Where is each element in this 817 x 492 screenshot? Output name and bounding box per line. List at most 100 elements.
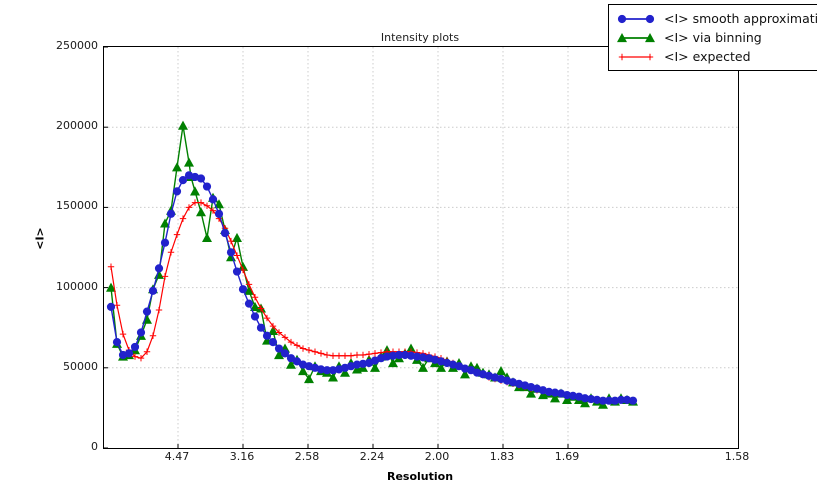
data-point-marker	[131, 353, 139, 360]
data-point-marker	[232, 232, 242, 242]
legend-item-1[interactable]: <I> smooth approximation	[615, 9, 817, 28]
data-point-marker	[274, 344, 284, 353]
legend-label: <I> smooth approximation	[664, 10, 817, 26]
series-1	[106, 171, 638, 405]
x-axis-title: Resolution	[386, 470, 454, 483]
y-axis-tick-label: 250000	[56, 39, 98, 52]
data-point-marker	[148, 286, 158, 295]
data-point-marker	[526, 388, 536, 398]
data-point-marker	[263, 314, 271, 322]
x-axis-tick-label: 1.83	[489, 450, 515, 463]
data-point-marker	[329, 352, 337, 359]
data-point-marker	[233, 252, 241, 259]
data-point-marker	[358, 359, 368, 368]
x-axis-tick-label: 2.58	[294, 450, 320, 463]
data-point-marker	[281, 334, 289, 341]
data-point-marker	[184, 157, 194, 167]
data-point-marker	[149, 332, 157, 339]
data-point-marker	[371, 350, 379, 357]
data-point-marker	[617, 32, 627, 42]
legend-swatch-triangle-icon	[615, 30, 657, 46]
data-point-marker	[604, 396, 614, 405]
data-point-marker	[305, 346, 313, 354]
data-point-marker	[388, 357, 398, 368]
x-axis-tick-label: 2.24	[359, 450, 385, 463]
data-point-marker	[328, 372, 338, 382]
y-axis-tick-label: 50000	[63, 359, 98, 373]
chart-title: Intensity plots	[380, 31, 460, 44]
data-point-marker	[178, 176, 188, 185]
data-point-marker	[293, 342, 301, 349]
data-point-marker	[274, 349, 284, 360]
data-point-marker	[382, 352, 392, 361]
data-point-marker	[645, 14, 655, 23]
data-point-marker	[286, 359, 296, 369]
data-point-marker	[179, 215, 187, 222]
data-point-marker	[298, 366, 308, 376]
data-point-marker	[275, 329, 283, 336]
data-point-marker	[544, 387, 554, 396]
data-point-marker	[119, 330, 127, 338]
data-point-marker	[256, 323, 266, 332]
data-point-marker	[262, 331, 272, 340]
data-point-marker	[178, 120, 188, 130]
data-point-marker	[227, 237, 235, 245]
data-point-marker	[173, 231, 181, 238]
data-point-marker	[106, 282, 116, 292]
y-axis-tick-label: 200000	[56, 119, 98, 133]
data-point-marker	[113, 302, 121, 309]
legend-swatch-circle-icon	[615, 11, 657, 27]
data-point-marker	[562, 394, 572, 404]
data-point-marker	[394, 350, 404, 360]
x-axis-tick-label: 3.16	[229, 450, 255, 463]
x-axis-tick-label: 2.00	[424, 450, 450, 463]
data-point-marker	[436, 362, 446, 372]
data-point-marker	[202, 232, 212, 242]
data-point-marker	[172, 162, 182, 172]
data-point-marker	[238, 285, 248, 294]
data-point-marker	[191, 199, 199, 206]
data-point-marker	[226, 248, 236, 257]
y-axis-tick-label: 0	[91, 440, 98, 453]
data-point-marker	[208, 195, 218, 204]
data-point-marker	[628, 396, 638, 405]
series-3	[107, 199, 637, 404]
data-point-marker	[232, 267, 242, 276]
data-point-marker	[616, 395, 626, 404]
legend-item-3[interactable]: <I> expected	[615, 47, 817, 66]
data-point-marker	[317, 350, 325, 357]
legend-item-2[interactable]: <I> via binning	[615, 28, 817, 47]
legend-label: <I> via binning	[664, 29, 762, 45]
data-point-marker	[268, 325, 278, 336]
data-point-marker	[359, 351, 367, 359]
data-point-marker	[244, 299, 254, 308]
data-point-marker	[245, 281, 253, 288]
x-axis-tick-label: 4.47	[164, 450, 190, 463]
data-point-marker	[197, 199, 205, 206]
data-point-marker	[155, 306, 163, 314]
data-point-marker	[341, 352, 349, 359]
data-point-marker	[335, 352, 343, 359]
data-point-marker	[238, 261, 248, 271]
data-point-marker	[143, 348, 151, 355]
data-point-marker	[598, 396, 608, 405]
y-axis-tick-label: 100000	[56, 279, 98, 293]
data-point-marker	[251, 294, 259, 301]
data-point-marker	[586, 394, 596, 404]
data-point-marker	[250, 301, 260, 311]
plot-area	[103, 46, 739, 449]
data-point-marker	[323, 351, 331, 359]
data-point-marker	[106, 302, 116, 311]
data-point-marker	[280, 349, 290, 358]
data-point-marker	[496, 366, 506, 376]
data-point-marker	[370, 362, 380, 372]
data-point-marker	[107, 263, 115, 270]
data-point-marker	[299, 345, 307, 352]
data-point-marker	[617, 14, 627, 23]
data-point-marker	[406, 351, 416, 360]
data-point-marker	[202, 182, 212, 191]
data-point-marker	[353, 351, 361, 359]
y-axis-tick-labels: 0 50000 100000 150000 200000 250000	[30, 40, 98, 452]
data-point-marker	[190, 186, 200, 196]
gridlines	[104, 46, 738, 449]
